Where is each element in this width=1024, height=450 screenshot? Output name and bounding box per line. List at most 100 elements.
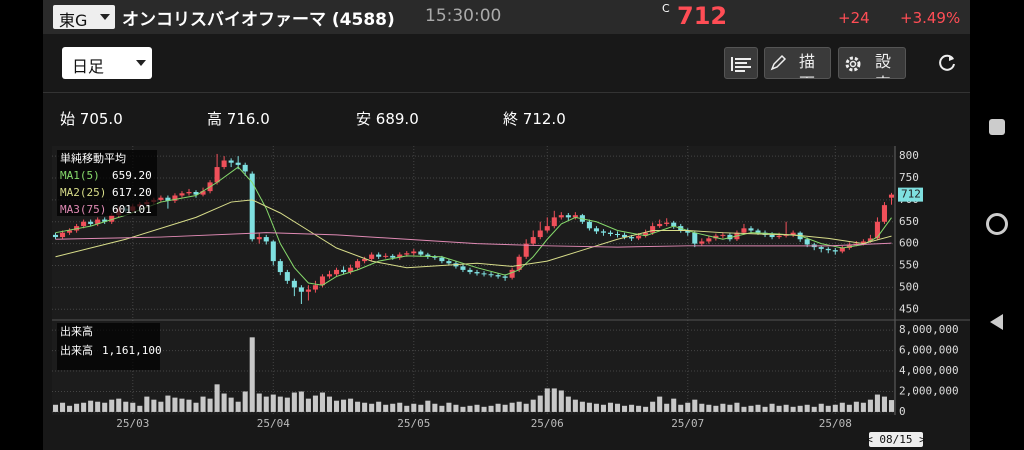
candle-body [277, 261, 283, 273]
candle-body [81, 221, 87, 227]
volume-bar [593, 403, 599, 412]
candle-body [411, 251, 417, 254]
quote-label: 終 [503, 110, 519, 128]
candle-body [558, 215, 564, 218]
ma-legend-value: 617.20 [112, 186, 152, 199]
volume-bar [650, 401, 656, 412]
candle-body [565, 215, 571, 218]
home-button[interactable] [986, 213, 1008, 235]
candle-body [362, 258, 368, 262]
x-tick-label: 25/08 [819, 417, 852, 430]
quote-value: 712.0 [522, 110, 566, 128]
candle-body [776, 235, 782, 238]
volume-bar [305, 398, 311, 412]
last-price-label: 712 [901, 188, 921, 201]
y-tick-label: 650 [899, 215, 919, 228]
ma-line [55, 232, 892, 248]
candle-body [692, 232, 698, 244]
nav-bar [970, 0, 1024, 450]
volume-bar [699, 403, 705, 412]
volume-bar [116, 398, 122, 412]
volume-bar [657, 396, 663, 412]
recents-button[interactable] [989, 119, 1005, 135]
volume-bar [755, 404, 761, 412]
candle-body [544, 226, 550, 231]
volume-bar [362, 402, 368, 412]
volume-bar [713, 405, 719, 412]
volume-bar [88, 400, 94, 412]
volume-bar [165, 395, 171, 412]
volume-bar [818, 403, 824, 412]
volume-tick-label: 0 [899, 405, 906, 418]
volume-bar [558, 390, 564, 412]
quote-value: 705.0 [79, 110, 123, 128]
candle-body [614, 234, 621, 235]
candle-body [727, 234, 733, 240]
market-label: 東G [59, 11, 88, 30]
volume-bar [488, 405, 494, 412]
volume-bar [376, 401, 382, 412]
candle-body [818, 247, 824, 249]
x-tick-label: 25/04 [257, 417, 290, 430]
candle-body [502, 276, 508, 278]
volume-bar [825, 405, 831, 412]
candle-body [586, 221, 592, 229]
volume-bar [341, 399, 347, 412]
volume-tick-label: 2,000,000 [899, 384, 959, 397]
volume-bar [692, 399, 698, 412]
volume-bar [312, 395, 318, 412]
candle-body [109, 215, 115, 222]
candle-body [418, 251, 424, 255]
volume-bar [95, 401, 101, 412]
volume-bar [678, 404, 684, 412]
period-selector[interactable]: 日足 [62, 47, 152, 79]
y-tick-label: 800 [899, 149, 919, 162]
quote-low: 安 689.0 [356, 108, 419, 129]
volume-bar [326, 396, 333, 412]
quote-open: 始 705.0 [60, 108, 123, 129]
dropdown-arrow [100, 14, 110, 20]
volume-bar [643, 406, 649, 412]
volume-bar [530, 399, 536, 412]
volume-bar [748, 405, 754, 412]
candle-body [593, 228, 599, 232]
volume-bar [263, 396, 269, 412]
refresh-button[interactable] [936, 52, 958, 74]
quote-high: 高 716.0 [207, 108, 270, 129]
candle-body [495, 275, 501, 277]
gear-icon [845, 56, 861, 72]
y-tick-label: 500 [899, 280, 919, 293]
volume-legend-value: 1,161,100 [102, 344, 162, 357]
volume-bar [81, 402, 87, 412]
volume-bar [284, 397, 290, 412]
quote-label: 高 [207, 110, 223, 128]
draw-button[interactable]: 描画 [764, 47, 831, 79]
indicator-button[interactable] [724, 47, 758, 79]
volume-bar [860, 402, 866, 412]
volume-bar [109, 399, 115, 412]
volume-bar [832, 404, 838, 412]
volume-bar [664, 403, 670, 412]
volume-bar [607, 402, 614, 412]
volume-bar [137, 405, 143, 412]
volume-bar [390, 403, 396, 412]
settings-button[interactable]: 設定 [838, 47, 906, 79]
volume-bar [720, 403, 726, 412]
draw-label: 描画 [799, 52, 816, 78]
volume-bar [214, 384, 220, 412]
candle-body [284, 272, 290, 281]
candle-body [832, 250, 838, 252]
candle-body [769, 234, 775, 238]
volume-bar [671, 398, 677, 412]
candle-body [523, 243, 529, 257]
market-selector[interactable]: 東G [53, 5, 115, 30]
volume-bar [509, 402, 515, 412]
back-button[interactable] [987, 312, 1007, 332]
volume-bar [734, 402, 740, 412]
candle-body [319, 276, 325, 286]
candle-body [348, 267, 354, 273]
volume-bar [235, 401, 241, 412]
candle-body [643, 232, 649, 236]
volume-bar [636, 405, 642, 412]
